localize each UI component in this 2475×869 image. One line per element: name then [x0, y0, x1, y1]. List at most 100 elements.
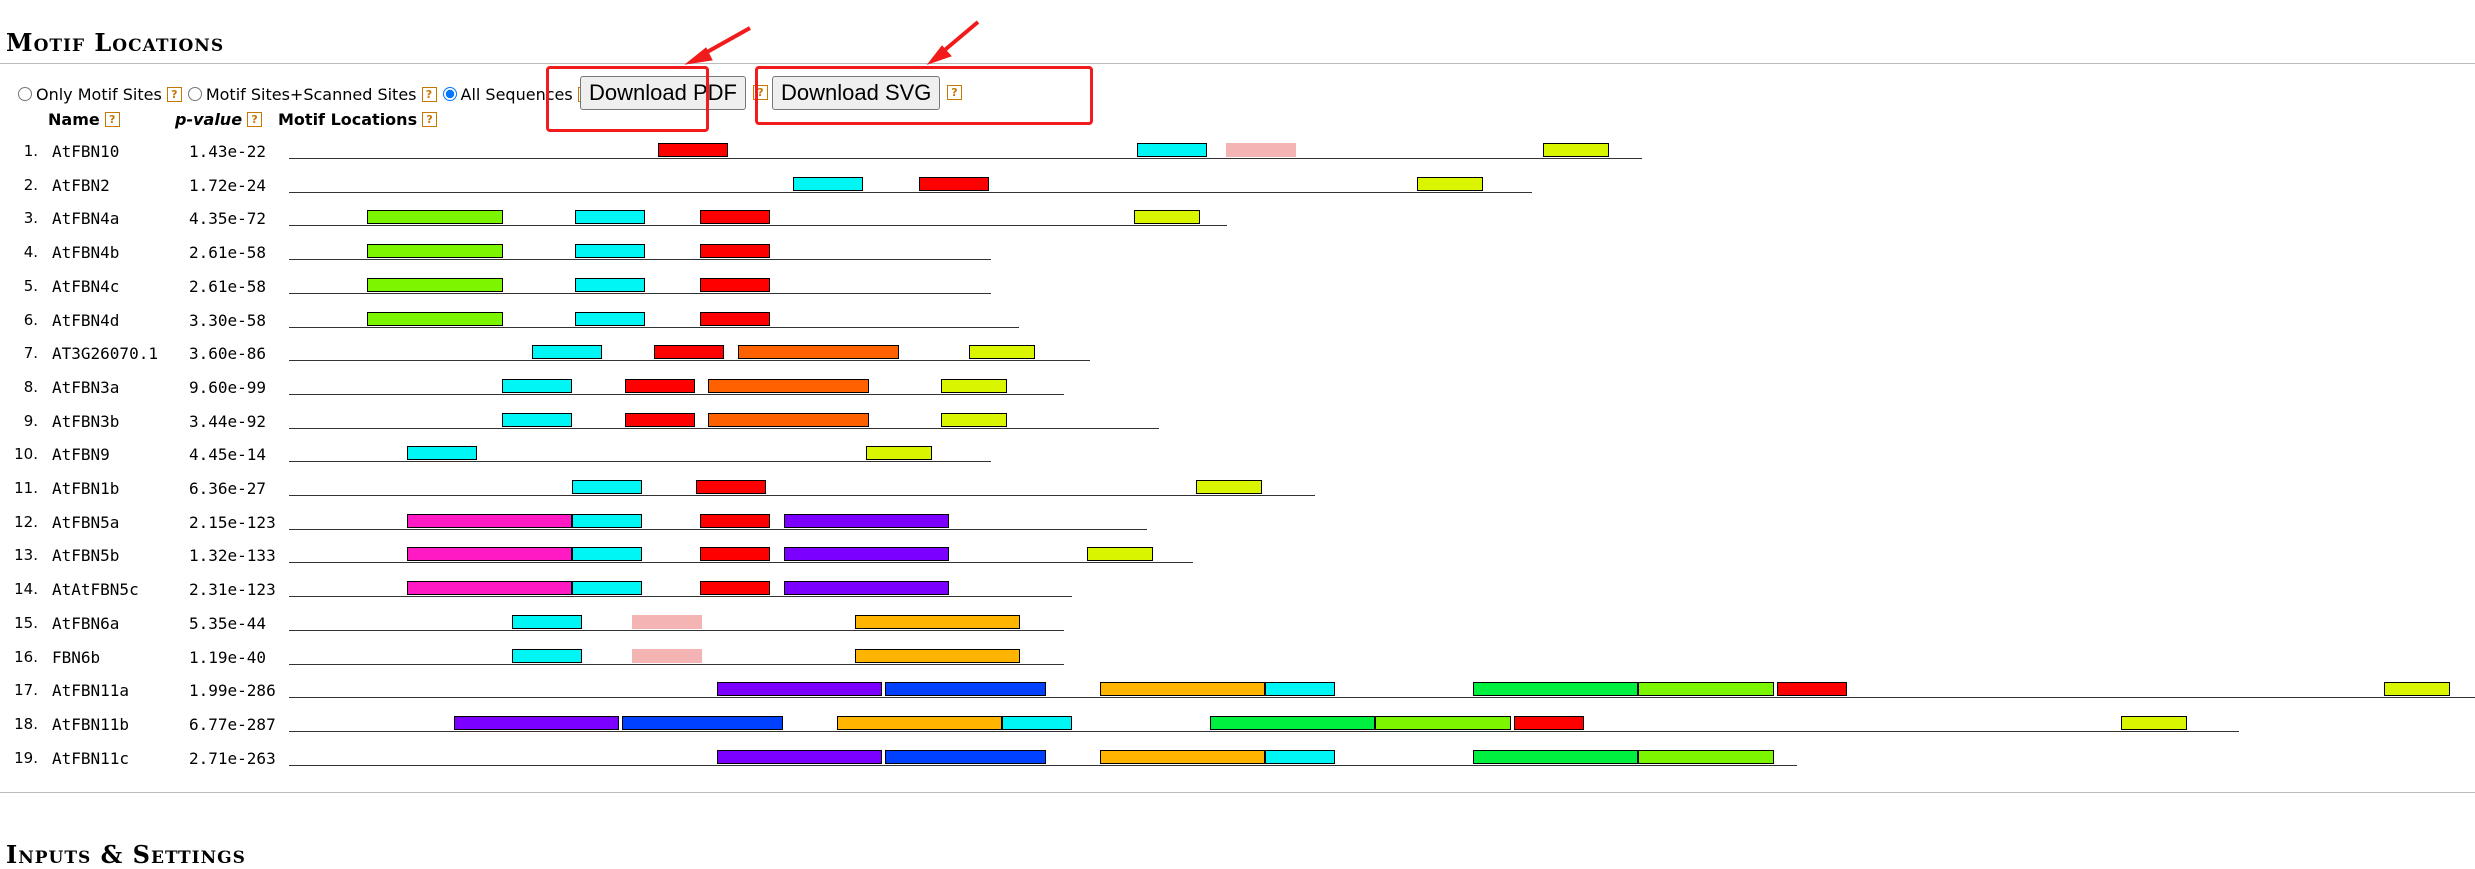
motif-block-amber[interactable] — [855, 614, 1020, 629]
radio-only-motif-sites[interactable]: Only Motif Sites ? — [18, 85, 182, 104]
motif-block-amber[interactable] — [1100, 682, 1265, 697]
motif-block-pink[interactable] — [632, 614, 702, 629]
motif-block-cyan[interactable] — [572, 480, 642, 494]
motif-block-purple[interactable] — [454, 715, 619, 730]
motif-block-red[interactable] — [625, 412, 695, 427]
motif-block-red[interactable] — [919, 176, 989, 191]
motif-block-red[interactable] — [700, 513, 770, 528]
help-icon[interactable]: ? — [422, 112, 438, 127]
motif-block-red[interactable] — [700, 244, 770, 259]
motif-block-brightgreen[interactable] — [1210, 715, 1375, 730]
motif-block-cyan[interactable] — [512, 648, 582, 663]
sequence-line — [289, 292, 991, 294]
motif-block-orange[interactable] — [708, 378, 869, 393]
motif-block-cyan[interactable] — [575, 311, 645, 326]
motif-block-red[interactable] — [696, 480, 766, 494]
sequence-pvalue: 6.77e-287 — [189, 714, 276, 734]
motif-block-green[interactable] — [1638, 749, 1774, 764]
motif-block-cyan[interactable] — [572, 547, 642, 562]
motif-block-cyan[interactable] — [572, 581, 642, 596]
download-pdf-button[interactable]: Download PDF — [580, 76, 746, 110]
radio-motif-and-scanned-sites[interactable]: Motif Sites+Scanned Sites ? — [187, 85, 437, 104]
motif-block-red[interactable] — [700, 210, 770, 225]
help-icon[interactable]: ? — [166, 86, 182, 102]
motif-block-yellow[interactable] — [1087, 547, 1153, 562]
motif-block-purple[interactable] — [784, 581, 949, 596]
sequence-row: 4. AtFBN4b 2.61e-58 — [0, 239, 2475, 269]
motif-block-purple[interactable] — [784, 547, 949, 562]
motif-block-magenta[interactable] — [407, 547, 572, 562]
motif-block-red[interactable] — [625, 378, 695, 393]
motif-block-yellow[interactable] — [941, 378, 1007, 393]
motif-block-red[interactable] — [700, 547, 770, 562]
motif-block-orange[interactable] — [738, 345, 899, 360]
motif-block-green[interactable] — [1375, 715, 1511, 730]
motif-block-cyan[interactable] — [793, 176, 863, 191]
row-index: 14. — [14, 580, 38, 599]
motif-block-cyan[interactable] — [1002, 715, 1072, 730]
motif-block-cyan[interactable] — [532, 345, 602, 360]
motif-block-amber[interactable] — [837, 715, 1002, 730]
motif-block-red[interactable] — [1514, 715, 1584, 730]
row-index: 1. — [23, 142, 38, 160]
motif-block-cyan[interactable] — [512, 614, 582, 629]
motif-block-red[interactable] — [654, 345, 724, 360]
help-icon[interactable]: ? — [421, 86, 437, 102]
motif-block-brightgreen[interactable] — [1473, 749, 1638, 764]
motif-block-yellow[interactable] — [1196, 480, 1262, 494]
motif-block-cyan[interactable] — [1265, 749, 1335, 764]
radio-input-motif-and-scanned-sites[interactable] — [187, 87, 202, 101]
sequence-line — [289, 360, 1090, 362]
motif-block-yellow[interactable] — [866, 446, 932, 461]
motif-block-pink[interactable] — [1226, 143, 1296, 157]
motif-block-blue[interactable] — [885, 682, 1046, 697]
motif-block-blue[interactable] — [885, 749, 1046, 764]
motif-block-cyan[interactable] — [572, 513, 642, 528]
motif-block-blue[interactable] — [622, 715, 783, 730]
motif-block-green[interactable] — [367, 210, 503, 225]
motif-block-purple[interactable] — [717, 682, 882, 697]
motif-block-purple[interactable] — [717, 749, 882, 764]
motif-locations-panel — [0, 63, 2475, 793]
motif-block-pink[interactable] — [632, 648, 702, 663]
download-svg-button[interactable]: Download SVG — [772, 76, 941, 110]
motif-block-green[interactable] — [367, 244, 503, 259]
motif-block-cyan[interactable] — [1137, 143, 1207, 157]
sequence-pvalue: 1.19e-40 — [189, 647, 267, 667]
motif-block-red[interactable] — [658, 143, 728, 157]
motif-block-red[interactable] — [1777, 682, 1847, 697]
help-icon[interactable]: ? — [104, 112, 120, 127]
motif-block-green[interactable] — [367, 311, 503, 326]
radio-input-all-sequences[interactable] — [442, 87, 457, 101]
motif-block-cyan[interactable] — [575, 277, 645, 292]
motif-block-brightgreen[interactable] — [1473, 682, 1638, 697]
motif-block-yellow[interactable] — [2384, 682, 2450, 697]
motif-block-orange[interactable] — [708, 412, 869, 427]
motif-block-green[interactable] — [1638, 682, 1774, 697]
motif-block-amber[interactable] — [855, 648, 1020, 663]
motif-block-yellow[interactable] — [1417, 176, 1483, 191]
motif-block-cyan[interactable] — [1265, 682, 1335, 697]
motif-block-green[interactable] — [367, 277, 503, 292]
motif-block-red[interactable] — [700, 311, 770, 326]
motif-block-cyan[interactable] — [575, 210, 645, 225]
motif-block-purple[interactable] — [784, 513, 949, 528]
motif-block-yellow[interactable] — [2121, 715, 2187, 730]
help-icon[interactable]: ? — [947, 85, 962, 100]
motif-block-yellow[interactable] — [969, 345, 1035, 360]
motif-block-red[interactable] — [700, 581, 770, 596]
motif-block-yellow[interactable] — [1543, 143, 1609, 157]
motif-block-amber[interactable] — [1100, 749, 1265, 764]
motif-block-yellow[interactable] — [1134, 210, 1200, 225]
motif-block-yellow[interactable] — [941, 412, 1007, 427]
sequence-name: AtFBN9 — [52, 445, 110, 465]
motif-block-cyan[interactable] — [407, 446, 477, 461]
motif-block-cyan[interactable] — [502, 412, 572, 427]
motif-block-magenta[interactable] — [407, 513, 572, 528]
radio-input-only-motif-sites[interactable] — [18, 87, 32, 101]
motif-block-magenta[interactable] — [407, 581, 572, 596]
motif-block-cyan[interactable] — [502, 378, 572, 393]
motif-block-cyan[interactable] — [575, 244, 645, 259]
help-icon[interactable]: ? — [247, 112, 263, 127]
motif-block-red[interactable] — [700, 277, 770, 292]
